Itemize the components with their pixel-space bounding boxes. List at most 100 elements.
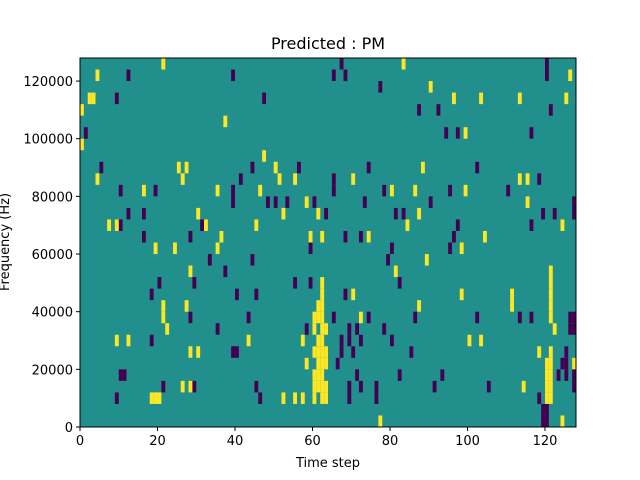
heatmap-cell-positive <box>312 323 317 335</box>
heatmap-cell-negative <box>355 369 360 381</box>
heatmap-cell-positive <box>320 288 325 301</box>
heatmap-cell-positive <box>316 334 321 347</box>
heatmap-cell-negative <box>448 184 453 197</box>
heatmap-cell-negative <box>560 357 565 370</box>
heatmap-cell-negative <box>517 311 522 324</box>
heatmap-cell-positive <box>320 300 325 312</box>
heatmap-cell-positive <box>80 104 84 116</box>
y-tick-label: 80000 <box>32 190 73 205</box>
heatmap-cell-positive <box>320 323 325 335</box>
heatmap-cell-positive <box>320 277 325 289</box>
x-tick-label: 40 <box>227 434 244 449</box>
heatmap-cell-positive <box>165 323 170 335</box>
heatmap-cell-negative <box>537 392 542 404</box>
heatmap-cell-negative <box>541 207 546 220</box>
heatmap-cell-positive <box>320 334 325 347</box>
heatmap-cell-negative <box>126 207 131 220</box>
heatmap-cell-negative <box>258 392 263 404</box>
heatmap-cell-negative <box>343 230 348 243</box>
heatmap-cell-negative <box>324 207 329 220</box>
heatmap-cell-negative <box>312 196 317 208</box>
heatmap-cell-positive <box>246 334 251 347</box>
x-axis-title: Time step <box>295 456 360 471</box>
heatmap-cell-negative <box>572 369 577 381</box>
heatmap-cell-negative <box>455 127 460 139</box>
heatmap-cell-positive <box>428 81 433 93</box>
heatmap-cell-positive <box>545 369 549 381</box>
heatmap-cell-negative <box>568 323 573 335</box>
heatmap-cell-negative <box>339 346 344 358</box>
heatmap-cell-negative <box>448 242 453 255</box>
heatmap-cell-positive <box>184 161 189 174</box>
heatmap-cell-negative <box>331 173 336 185</box>
heatmap-cell-negative <box>556 369 561 381</box>
heatmap-cell-positive <box>173 242 177 255</box>
heatmap-cell-positive <box>521 380 526 393</box>
heatmap-cell-positive <box>196 207 201 220</box>
heatmap-cell-negative <box>564 369 569 381</box>
heatmap-cell-positive <box>188 380 193 393</box>
heatmap-cell-positive <box>312 346 317 358</box>
heatmap-cell-positive <box>281 392 286 404</box>
heatmap-cell-positive <box>324 380 329 393</box>
heatmap-cell-negative <box>545 403 549 416</box>
heatmap-cell-positive <box>142 184 146 197</box>
heatmap-cell-positive <box>180 380 185 393</box>
heatmap-cell-positive <box>517 173 522 185</box>
heatmap-cell-positive <box>316 207 321 220</box>
heatmap-cell-positive <box>91 92 96 105</box>
heatmap-cell-negative <box>254 288 259 301</box>
heatmap-cell-positive <box>463 184 468 197</box>
x-tick-label: 60 <box>304 434 321 449</box>
heatmap-cells <box>80 58 577 427</box>
heatmap-cell-negative <box>118 184 123 197</box>
heatmap-cell-negative <box>118 219 123 231</box>
heatmap-cell-positive <box>548 369 553 381</box>
heatmap-cell-negative <box>149 288 154 301</box>
heatmap-cell-negative <box>564 346 569 358</box>
heatmap-cell-positive <box>537 346 542 358</box>
heatmap-cell-positive <box>149 392 154 404</box>
heatmap-cell-negative <box>223 265 228 278</box>
heatmap-cell-positive <box>157 392 162 404</box>
heatmap-cell-positive <box>219 230 224 243</box>
heatmap-cell-positive <box>215 242 220 255</box>
heatmap-cell-negative <box>200 219 205 231</box>
heatmap-cell-negative <box>401 207 406 220</box>
heatmap-cell-negative <box>142 230 146 243</box>
heatmap-cell-positive <box>316 311 321 324</box>
heatmap-cell-positive <box>316 369 321 381</box>
y-tick-label: 120000 <box>23 75 73 90</box>
heatmap-cell-positive <box>281 207 286 220</box>
heatmap-cell-negative <box>347 334 352 347</box>
heatmap-cell-positive <box>188 265 193 278</box>
heatmap-cell-negative <box>359 334 363 347</box>
heatmap-cell-positive <box>204 219 208 231</box>
heatmap-cell-negative <box>529 219 534 231</box>
heatmap-cell-negative <box>246 311 251 324</box>
heatmap-cell-negative <box>568 311 573 324</box>
heatmap-cell-positive <box>413 184 418 197</box>
heatmap-cell-negative <box>231 346 236 358</box>
heatmap-cell-positive <box>188 346 193 358</box>
heatmap-cell-positive <box>273 161 278 174</box>
heatmap-cell-positive <box>215 184 220 197</box>
heatmap-cell-negative <box>529 127 534 139</box>
heatmap-cell-positive <box>483 230 487 243</box>
heatmap-cell-negative <box>374 392 379 404</box>
heatmap-cell-positive <box>300 392 305 404</box>
heatmap-cell-positive <box>324 357 329 370</box>
heatmap-cell-negative <box>231 196 236 208</box>
heatmap-cell-positive <box>479 92 484 105</box>
y-tick-label: 0 <box>65 421 73 436</box>
heatmap-cell-negative <box>541 403 546 416</box>
heatmap-cell-positive <box>548 277 553 289</box>
heatmap-cell-negative <box>436 104 441 116</box>
heatmap-cell-negative <box>161 380 166 393</box>
heatmap-cell-negative <box>386 254 391 266</box>
heatmap-cell-positive <box>308 230 313 243</box>
heatmap-cell-negative <box>475 161 480 174</box>
heatmap-cell-negative <box>366 311 371 324</box>
heatmap-cell-negative <box>331 69 336 82</box>
heatmap-cell-negative <box>343 288 348 301</box>
